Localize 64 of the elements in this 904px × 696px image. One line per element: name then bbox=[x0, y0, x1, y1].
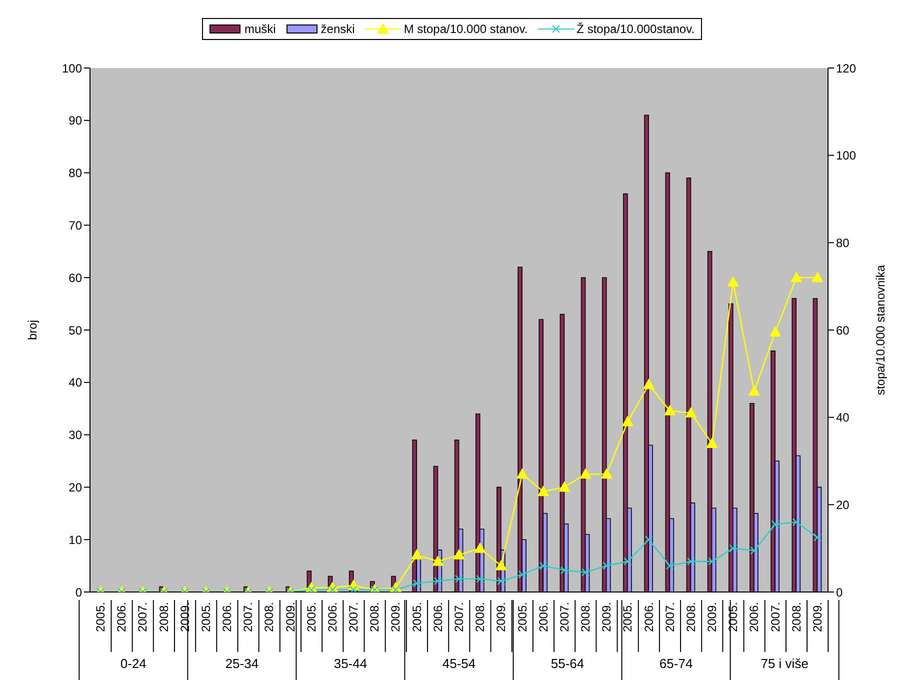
text: 0-24 bbox=[120, 656, 146, 671]
x-tick-label: 2008. bbox=[789, 602, 804, 632]
y2-tick-label: 120 bbox=[836, 61, 856, 76]
x-tick-label: 2006. bbox=[642, 602, 656, 632]
x-tick-label: 2006. bbox=[430, 602, 445, 632]
y-tick-label: 30 bbox=[68, 428, 82, 442]
y-tick-label: 100 bbox=[62, 61, 82, 76]
y2-tick-label: 0 bbox=[836, 585, 843, 600]
x-tick-label: 2008. bbox=[368, 602, 382, 632]
x-tick-label: 2006. bbox=[536, 602, 550, 632]
x-tick-label: 2008. bbox=[578, 602, 593, 632]
x-tick-label: 2007. bbox=[557, 602, 572, 632]
x-tick-label: 2005. bbox=[410, 602, 424, 632]
y-tick-label: 80 bbox=[68, 166, 82, 180]
y2-tick-label: 60 bbox=[836, 323, 850, 338]
x-tick-label: 2007. bbox=[662, 602, 677, 632]
y2-tick-label: 40 bbox=[836, 410, 850, 425]
x-tick-label: 2008. bbox=[473, 602, 488, 632]
x-tick-label: 2005. bbox=[94, 602, 108, 632]
y-tick-label: 50 bbox=[68, 323, 82, 338]
text: 25-34 bbox=[225, 656, 259, 671]
y2-axis-title: stopa/10.000 stanovnika bbox=[873, 264, 888, 396]
x-tick-label: 2005. bbox=[198, 602, 213, 632]
x-tick-label: 2005. bbox=[515, 602, 530, 632]
x-tick-label: 2009. bbox=[600, 602, 614, 632]
y2-tick-label: 20 bbox=[836, 498, 850, 512]
x-tick-label: 2005. bbox=[304, 602, 318, 632]
legend-label: muški bbox=[244, 22, 276, 36]
y-tick-label: 70 bbox=[68, 218, 82, 232]
y-tick-label: 0 bbox=[75, 585, 82, 600]
text: 45-54 bbox=[442, 656, 476, 671]
x-tick-label: 2005. bbox=[620, 602, 635, 632]
x-tick-label: 2007. bbox=[241, 602, 256, 632]
y-tick-label: 10 bbox=[68, 532, 82, 547]
text: 35-44 bbox=[334, 656, 368, 671]
y-axis-title: broj bbox=[25, 320, 40, 340]
x-tick-label: 2006. bbox=[220, 602, 234, 632]
y-tick-label: 40 bbox=[68, 376, 82, 390]
y-tick-label: 60 bbox=[68, 270, 82, 285]
y-tick-label: 90 bbox=[68, 114, 82, 128]
legend-label: ženski bbox=[320, 22, 355, 36]
legend-label: Ž stopa/10.000stanov. bbox=[576, 22, 695, 36]
x-tick-label: 2007. bbox=[452, 602, 466, 632]
text: 75 i više bbox=[760, 656, 808, 671]
x-tick-label: 2008. bbox=[684, 602, 698, 632]
x-tick-label: 2008. bbox=[156, 602, 171, 632]
x-tick-label: 2007. bbox=[346, 602, 361, 632]
y-tick-label: 20 bbox=[68, 480, 82, 494]
x-tick-label: 2006. bbox=[747, 602, 762, 632]
x-tick-label: 2006. bbox=[114, 602, 129, 632]
x-tick-label: 2007. bbox=[136, 602, 150, 632]
x-tick-label: 2006. bbox=[325, 602, 340, 632]
x-tick-label: 2007. bbox=[768, 602, 782, 632]
x-tick-label: 2009. bbox=[705, 602, 720, 632]
x-tick-label: 2009. bbox=[388, 602, 403, 632]
x-tick-label: 2009. bbox=[494, 602, 508, 632]
x-tick-label: 2009. bbox=[810, 602, 824, 632]
legend-label: M stopa/10.000 stanov. bbox=[404, 22, 528, 36]
x-tick-label: 2009. bbox=[283, 602, 298, 632]
y2-tick-label: 100 bbox=[836, 148, 856, 163]
text: 55-64 bbox=[550, 656, 584, 671]
text: 65-74 bbox=[659, 656, 693, 671]
x-tick-label: 2008. bbox=[262, 602, 276, 632]
y2-tick-label: 80 bbox=[836, 236, 850, 250]
